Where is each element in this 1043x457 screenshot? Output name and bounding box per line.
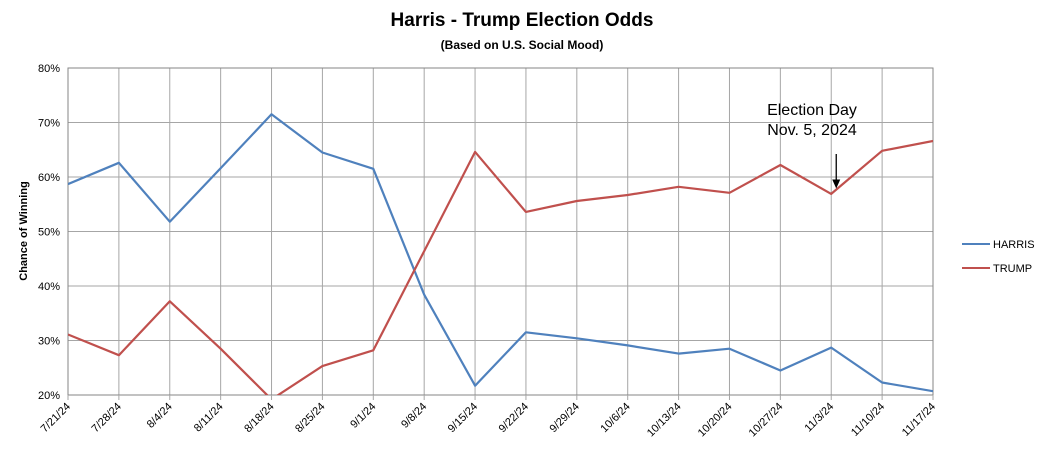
series-line-harris (68, 113, 933, 393)
y-tick-label: 50% (38, 227, 60, 239)
x-tick-label: 9/29/24 (548, 401, 582, 435)
legend-label-harris: HARRIS (993, 239, 1035, 251)
axes: 20% 30% 40% 50% 60% 70% 80% 7/21/24 7/28/24 8/4/2… (38, 63, 938, 439)
x-tick-label: 9/22/24 (497, 401, 531, 435)
series-line-trump (68, 139, 933, 395)
x-tick-label: 9/8/24 (399, 401, 429, 431)
y-tick-label: 70% (38, 118, 60, 130)
x-tick-label: 8/25/24 (293, 401, 327, 435)
x-tick-label: 9/1/24 (348, 401, 378, 431)
y-tick-label: 30% (38, 336, 60, 348)
x-tick-label: 7/28/24 (90, 401, 124, 435)
annotation-arrow-head (832, 179, 841, 189)
annotation-line-1: Election Day (767, 102, 857, 119)
y-tick-label: 40% (38, 281, 60, 293)
legend-label-trump: TRUMP (993, 263, 1032, 275)
x-tick-label: 10/13/24 (645, 401, 684, 440)
legend: HARRIS TRUMP (962, 239, 1035, 275)
x-tick-label: 8/4/24 (145, 401, 175, 431)
x-tick-label: 10/27/24 (747, 401, 786, 440)
annotation: Election Day Nov. 5, 2024 (767, 102, 857, 189)
annotation-line-2: Nov. 5, 2024 (767, 122, 857, 139)
x-tick-label: 8/11/24 (192, 401, 226, 435)
chart-subtitle: (Based on U.S. Social Mood) (441, 38, 604, 52)
x-tick-label: 11/3/24 (802, 401, 836, 435)
y-tick-label: 80% (38, 63, 60, 75)
x-tick-label: 10/20/24 (696, 401, 735, 440)
x-tick-label: 9/15/24 (446, 401, 480, 435)
y-tick-label: 20% (38, 390, 60, 402)
series (68, 113, 933, 395)
plot-area-border (67, 67, 934, 396)
x-tick-label: 10/6/24 (598, 401, 632, 435)
x-tick-label: 7/21/24 (39, 401, 73, 435)
y-axis-label: Chance of Winning (18, 181, 30, 281)
y-tick-label: 60% (38, 172, 60, 184)
x-tick-label: 8/18/24 (242, 401, 276, 435)
grid (67, 67, 934, 396)
chart-title: Harris - Trump Election Odds (391, 10, 654, 31)
x-tick-label: 11/10/24 (849, 401, 887, 439)
x-tick-label: 11/17/24 (900, 401, 938, 439)
